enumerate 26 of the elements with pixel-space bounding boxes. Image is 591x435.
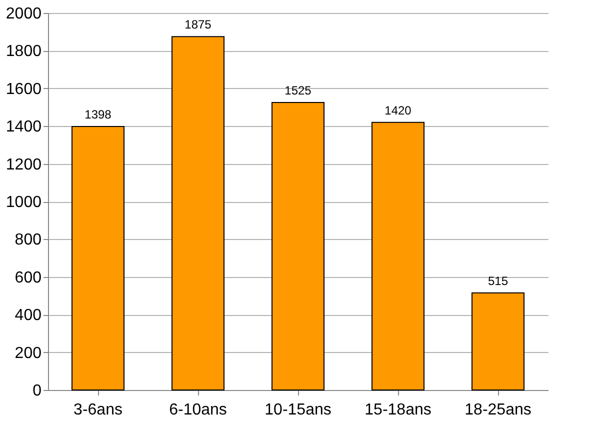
- y-tick-label: 600: [14, 269, 42, 286]
- y-tick-label: 1000: [6, 194, 42, 211]
- bar: [372, 122, 424, 390]
- data-label: 1875: [184, 18, 212, 32]
- y-tick-label: 1800: [6, 43, 42, 60]
- y-tick-label: 200: [14, 344, 42, 362]
- bar: [272, 102, 324, 390]
- x-tick-label: 6-10ans: [169, 402, 227, 418]
- x-tick-label: 18-25ans: [464, 402, 532, 418]
- y-tick-label: 2000: [6, 6, 42, 22]
- y-tick-label: 0: [32, 382, 42, 400]
- y-tick-label: 1200: [6, 156, 42, 174]
- x-tick-label: 15-18ans: [364, 402, 432, 418]
- data-label: 1420: [384, 103, 412, 118]
- y-tick-label: 400: [14, 307, 42, 324]
- y-tick-label: 1600: [6, 80, 42, 98]
- bar: [72, 126, 124, 390]
- bar: [472, 292, 524, 390]
- x-tick-label: 10-15ans: [264, 402, 332, 418]
- bar: [172, 36, 224, 390]
- data-label: 515: [488, 274, 508, 288]
- data-label: 1525: [284, 84, 312, 98]
- data-label: 1398: [84, 107, 112, 122]
- y-tick-label: 800: [14, 232, 42, 249]
- x-tick-label: 3-6ans: [74, 402, 122, 418]
- y-tick-label: 1400: [6, 118, 42, 136]
